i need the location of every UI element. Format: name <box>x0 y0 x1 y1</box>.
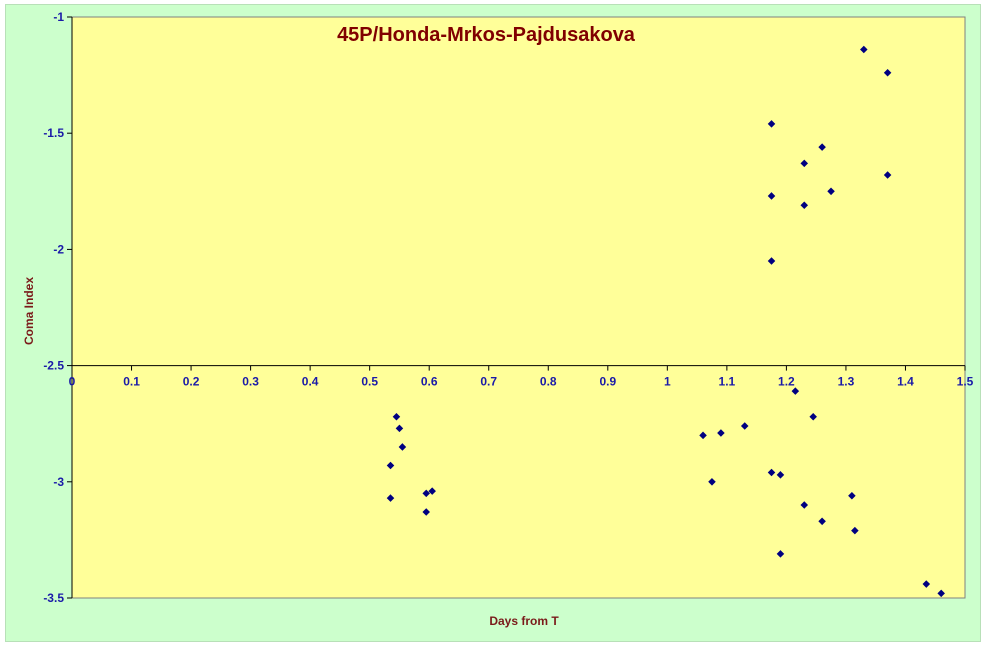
chart-title: 45P/Honda-Mrkos-Pajdusakova <box>337 24 636 46</box>
x-tick-label: 0.1 <box>123 375 140 389</box>
data-point <box>827 187 835 196</box>
data-point <box>791 387 800 395</box>
data-point <box>851 526 859 535</box>
data-point <box>708 478 716 486</box>
data-point <box>386 461 395 470</box>
data-point <box>767 468 776 477</box>
y-tick-label: -3.5 <box>43 591 64 605</box>
y-tick-label: -2.5 <box>43 359 64 373</box>
x-tick-label: 0.4 <box>302 375 319 389</box>
x-tick-label: 0.3 <box>242 375 259 389</box>
data-point <box>800 201 809 210</box>
data-point <box>422 489 430 498</box>
x-tick-label: 0.9 <box>599 375 616 389</box>
data-point <box>392 412 401 421</box>
data-point <box>800 501 809 509</box>
data-point <box>800 159 809 168</box>
data-point <box>776 471 785 479</box>
x-tick-label: 1.4 <box>897 375 914 389</box>
data-point <box>818 517 826 526</box>
y-axis-title: Coma Index <box>22 277 36 345</box>
data-point <box>422 508 430 516</box>
plot-area <box>71 16 966 599</box>
data-point <box>848 491 856 500</box>
data-point <box>767 192 776 200</box>
data-point <box>937 589 945 598</box>
data-point <box>860 45 868 54</box>
data-point <box>767 120 776 128</box>
data-point <box>386 494 395 502</box>
chart-area: -1 -1.5 -2 -2.5 -3 -3.5 0 0.1 0.2 0.3 0.4 0.5 0.6 0.… <box>5 4 981 642</box>
x-tick-label: 1.2 <box>778 375 795 389</box>
data-point <box>398 443 407 451</box>
x-tick-label: 0.6 <box>421 375 438 389</box>
x-tick-label: 1.5 <box>957 375 974 389</box>
y-tick-label: -1 <box>53 10 64 24</box>
x-tick-label: 0.5 <box>361 375 378 389</box>
data-point <box>922 580 931 588</box>
x-tick-label: 0 <box>69 375 76 389</box>
y-tick-label: -1.5 <box>43 126 64 140</box>
x-tick-label: 1 <box>664 375 671 389</box>
x-axis: 0 0.1 0.2 0.3 0.4 0.5 0.6 0.7 0.8 0.9 1 1.1 1.2 1.3 1.… <box>69 365 974 389</box>
data-point <box>776 550 785 558</box>
data-point <box>767 257 776 265</box>
x-tick-label: 0.2 <box>183 375 200 389</box>
data-points <box>386 45 945 598</box>
x-tick-label: 1.1 <box>719 375 736 389</box>
x-tick-label: 0.7 <box>480 375 497 389</box>
data-point <box>717 429 725 437</box>
y-tick-label: -3 <box>53 475 64 489</box>
data-point <box>699 431 707 440</box>
data-point <box>883 171 892 179</box>
x-tick-label: 1.3 <box>838 375 855 389</box>
y-tick-label: -2 <box>53 242 64 256</box>
data-point <box>740 422 749 430</box>
data-point <box>883 69 892 77</box>
data-point <box>395 424 404 433</box>
y-axis: -1 -1.5 -2 -2.5 -3 -3.5 <box>43 10 73 605</box>
x-axis-title: Days from T <box>489 614 559 628</box>
data-point <box>809 412 817 421</box>
data-point <box>818 143 826 151</box>
scatter-chart: -1 -1.5 -2 -2.5 -3 -3.5 0 0.1 0.2 0.3 0.4 0.5 0.6 0.… <box>22 10 974 628</box>
data-point <box>428 487 436 495</box>
x-tick-label: 0.8 <box>540 375 557 389</box>
